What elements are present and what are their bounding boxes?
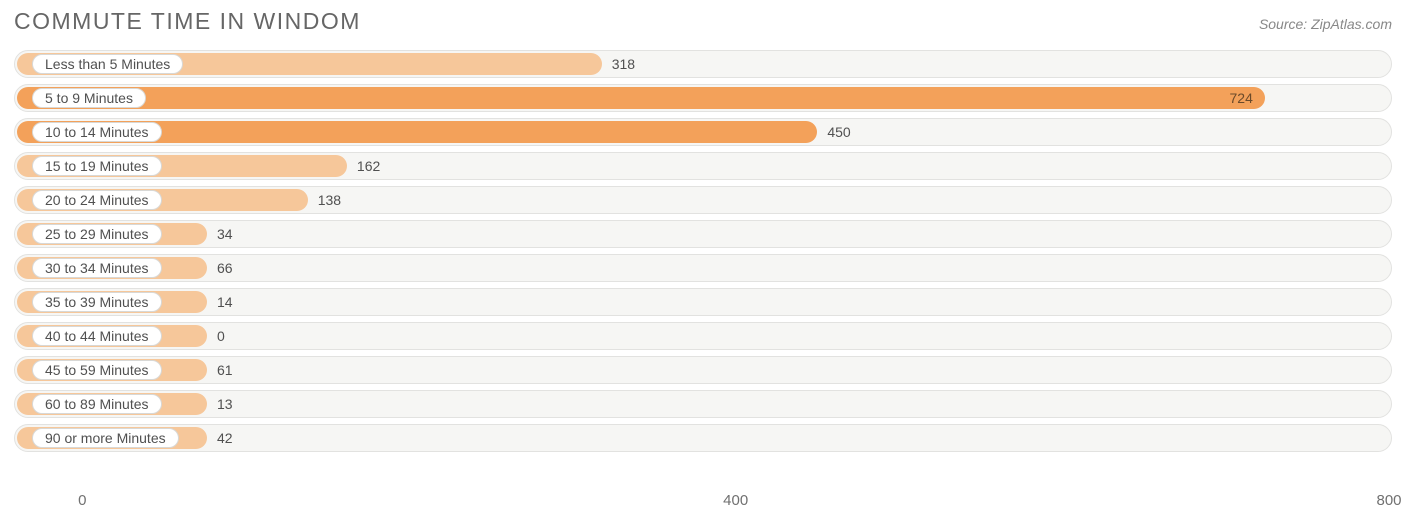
bar-category-label: 45 to 59 Minutes [32,360,162,380]
bar-row: 35 to 39 Minutes 14 [14,288,1392,316]
source-name: ZipAtlas.com [1311,16,1392,32]
bar-row: 10 to 14 Minutes 450 [14,118,1392,146]
bar-value-label: 14 [217,288,233,316]
bar-category-label: 30 to 34 Minutes [32,258,162,278]
x-axis-tick-label: 800 [1376,492,1401,509]
bar-value-label: 162 [357,152,380,180]
chart-title: COMMUTE TIME IN WINDOM [14,8,361,35]
bar-value-label: 0 [217,322,225,350]
source-prefix: Source: [1259,16,1311,32]
chart-source: Source: ZipAtlas.com [1259,16,1392,32]
bar-category-label: 35 to 39 Minutes [32,292,162,312]
bar-fill [17,87,1265,109]
bar-value-label: 318 [612,50,635,78]
bar-value-label: 42 [217,424,233,452]
bar-row: 5 to 9 Minutes 724 [14,84,1392,112]
bar-value-label: 138 [318,186,341,214]
bar-category-label: 20 to 24 Minutes [32,190,162,210]
bar-row: 15 to 19 Minutes 162 [14,152,1392,180]
chart-area: Less than 5 Minutes 318 5 to 9 Minutes 724 1… [14,50,1392,484]
x-axis: 0400800 [14,492,1392,516]
bar-category-label: Less than 5 Minutes [32,54,183,74]
bar-category-label: 60 to 89 Minutes [32,394,162,414]
bar-category-label: 90 or more Minutes [32,428,179,448]
bar-value-label: 34 [217,220,233,248]
bar-row: 60 to 89 Minutes 13 [14,390,1392,418]
x-axis-tick-label: 0 [78,492,86,509]
bar-category-label: 25 to 29 Minutes [32,224,162,244]
bar-value-label: 724 [1230,84,1253,112]
bar-row: 45 to 59 Minutes 61 [14,356,1392,384]
bar-row: 30 to 34 Minutes 66 [14,254,1392,282]
bar-category-label: 40 to 44 Minutes [32,326,162,346]
bar-value-label: 66 [217,254,233,282]
bar-row: Less than 5 Minutes 318 [14,50,1392,78]
bar-row: 25 to 29 Minutes 34 [14,220,1392,248]
bar-value-label: 61 [217,356,233,384]
bar-row: 90 or more Minutes 42 [14,424,1392,452]
bar-category-label: 10 to 14 Minutes [32,122,162,142]
bar-row: 20 to 24 Minutes 138 [14,186,1392,214]
bar-category-label: 5 to 9 Minutes [32,88,146,108]
bar-value-label: 13 [217,390,233,418]
x-axis-tick-label: 400 [723,492,748,509]
chart-header: COMMUTE TIME IN WINDOM Source: ZipAtlas.… [14,8,1392,35]
bar-category-label: 15 to 19 Minutes [32,156,162,176]
bar-value-label: 450 [827,118,850,146]
bar-row: 40 to 44 Minutes 0 [14,322,1392,350]
